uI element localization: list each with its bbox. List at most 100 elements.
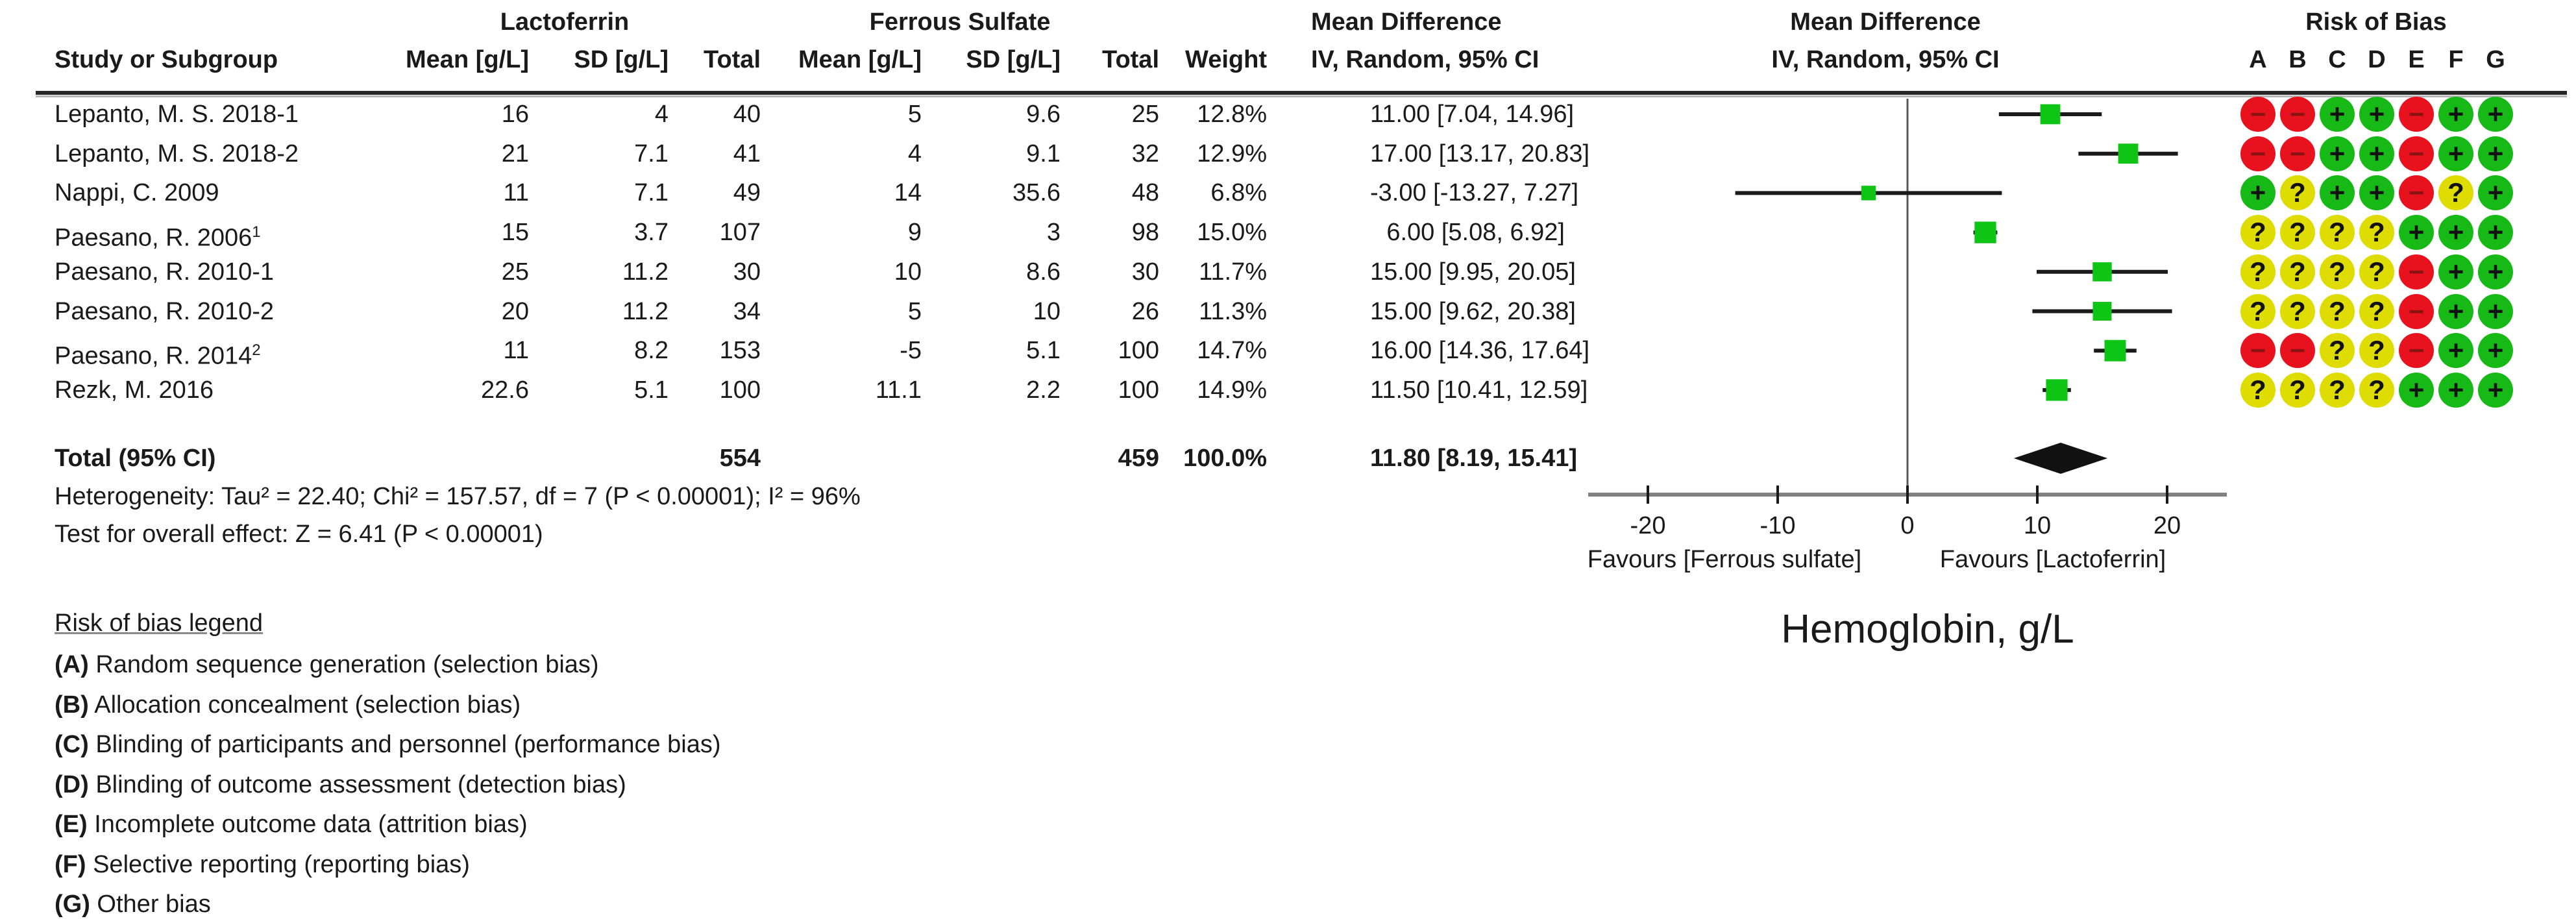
cell-weight: 12.8% bbox=[1197, 101, 1267, 128]
rob-circle: + bbox=[2478, 333, 2513, 369]
effect-marker bbox=[2040, 104, 2061, 125]
cell-lf-total: 30 bbox=[733, 258, 761, 286]
rob-circle: + bbox=[2438, 293, 2473, 329]
cell-fs-total: 100 bbox=[1118, 376, 1159, 404]
rob-circle: ? bbox=[2240, 215, 2275, 251]
rob-circle: + bbox=[2438, 372, 2473, 408]
rob-circle: ? bbox=[2280, 254, 2315, 289]
rob-header: Risk of Bias bbox=[2305, 8, 2447, 36]
rob-legend-item: (B) Allocation concealment (selection bi… bbox=[55, 691, 521, 719]
cell-lf-total: 40 bbox=[733, 101, 761, 128]
rob-circle: + bbox=[2359, 97, 2394, 132]
rob-legend-item: (A) Random sequence generation (selectio… bbox=[55, 651, 599, 678]
rob-circle: + bbox=[2438, 97, 2473, 132]
cell-lf-total: 49 bbox=[733, 179, 761, 207]
rob-legend-heading: Risk of bias legend bbox=[55, 609, 264, 637]
study-name: Lepanto, M. S. 2018-1 bbox=[55, 101, 299, 128]
effect-marker bbox=[1974, 221, 1996, 243]
cell-fs-sd: 8.6 bbox=[1026, 258, 1061, 286]
rob-circle: + bbox=[2478, 293, 2513, 329]
axis-tick-label: 10 bbox=[2023, 512, 2052, 539]
rob-circle: + bbox=[2478, 372, 2513, 408]
rob-circle: + bbox=[2438, 136, 2473, 171]
cell-fs-mean: 5 bbox=[907, 297, 922, 325]
header-rule-shadow bbox=[36, 95, 2567, 97]
cell-fs-total: 48 bbox=[1131, 179, 1159, 207]
group1-header: Lactoferrin bbox=[500, 8, 630, 36]
cell-weight: 11.3% bbox=[1199, 297, 1267, 325]
total-label: Total (95% CI) bbox=[55, 445, 216, 472]
cell-fs-sd: 35.6 bbox=[1012, 179, 1061, 207]
rob-circle: ? bbox=[2359, 293, 2394, 329]
rob-circle: − bbox=[2240, 136, 2275, 171]
cell-ci-text: -3.00 [-13.27, 7.27] bbox=[1370, 179, 1579, 207]
overall-effect-text: Test for overall effect: Z = 6.41 (P < 0… bbox=[55, 521, 543, 548]
cell-lf-sd: 4 bbox=[654, 101, 669, 128]
rob-letter: D bbox=[2368, 46, 2386, 73]
cell-weight: 14.9% bbox=[1197, 376, 1267, 404]
rob-circle: ? bbox=[2320, 293, 2355, 329]
study-name: Nappi, C. 2009 bbox=[55, 179, 219, 207]
cell-fs-sd: 10 bbox=[1033, 297, 1061, 325]
rob-letter: A bbox=[2249, 46, 2267, 73]
cell-ci-text: 16.00 [14.36, 17.64] bbox=[1370, 337, 1590, 365]
rob-circle: ? bbox=[2280, 215, 2315, 251]
cell-ci-text: 11.00 [7.04, 14.96] bbox=[1370, 101, 1575, 128]
rob-circle: ? bbox=[2320, 372, 2355, 408]
header-rule bbox=[36, 91, 2567, 95]
cell-fs-mean: 10 bbox=[894, 258, 922, 286]
rob-circle: − bbox=[2280, 333, 2315, 369]
cell-lf-sd: 5.1 bbox=[634, 376, 669, 404]
cell-lf-sd: 11.2 bbox=[622, 297, 669, 325]
cell-fs-mean: 11.1 bbox=[875, 376, 922, 404]
cell-fs-total: 25 bbox=[1131, 101, 1159, 128]
favours-right-label: Favours [Lactoferrin] bbox=[1939, 546, 2166, 573]
md-text-header-line2: IV, Random, 95% CI bbox=[1311, 46, 1539, 73]
md-plot-header-line1: Mean Difference bbox=[1790, 8, 1981, 36]
cell-fs-total: 26 bbox=[1131, 297, 1159, 325]
rob-circle: ? bbox=[2359, 215, 2394, 251]
cell-ci-text: 17.00 [13.17, 20.83] bbox=[1370, 140, 1590, 167]
weight-header: Weight bbox=[1185, 46, 1267, 73]
study-name: Rezk, M. 2016 bbox=[55, 376, 214, 404]
rob-circle: − bbox=[2399, 175, 2434, 211]
rob-circle: ? bbox=[2240, 254, 2275, 289]
cell-lf-sd: 8.2 bbox=[634, 337, 669, 365]
rob-circle: ? bbox=[2280, 175, 2315, 211]
cell-lf-mean: 16 bbox=[501, 101, 529, 128]
cell-weight: 11.7% bbox=[1199, 258, 1267, 286]
rob-circle: + bbox=[2438, 333, 2473, 369]
cell-lf-total: 107 bbox=[719, 219, 761, 247]
cell-fs-mean: 4 bbox=[907, 140, 922, 167]
cell-fs-total: 100 bbox=[1118, 337, 1159, 365]
cell-lf-sd: 7.1 bbox=[634, 179, 669, 207]
rob-circle: ? bbox=[2280, 372, 2315, 408]
md-plot-header-line2: IV, Random, 95% CI bbox=[1771, 46, 2000, 73]
cell-fs-sd: 5.1 bbox=[1026, 337, 1061, 365]
rob-circle: ? bbox=[2438, 175, 2473, 211]
study-name: Paesano, R. 2010-1 bbox=[55, 258, 275, 286]
axis-tick-label: 0 bbox=[1900, 512, 1915, 539]
effect-marker bbox=[2104, 339, 2126, 362]
rob-letter: E bbox=[2408, 46, 2425, 73]
cell-lf-mean: 11 bbox=[503, 179, 529, 207]
rob-circle: + bbox=[2320, 175, 2355, 211]
cell-lf-total: 100 bbox=[719, 376, 761, 404]
cell-lf-sd: 3.7 bbox=[634, 219, 669, 247]
cell-fs-sd: 9.6 bbox=[1026, 101, 1061, 128]
total-cell-weight: 100.0% bbox=[1183, 445, 1267, 472]
rob-circle: + bbox=[2438, 254, 2473, 289]
cell-weight: 6.8% bbox=[1210, 179, 1267, 207]
axis-tick-label: 20 bbox=[2153, 512, 2181, 539]
effect-marker bbox=[1861, 186, 1876, 201]
rob-circle: ? bbox=[2359, 254, 2394, 289]
study-name: Paesano, R. 20142 bbox=[55, 341, 261, 370]
rob-circle: + bbox=[2320, 97, 2355, 132]
lf-total-header: Total bbox=[704, 46, 761, 73]
rob-circle: − bbox=[2399, 97, 2434, 132]
rob-circle: − bbox=[2399, 136, 2434, 171]
cell-lf-mean: 22.6 bbox=[481, 376, 529, 404]
effect-marker bbox=[2046, 379, 2068, 401]
